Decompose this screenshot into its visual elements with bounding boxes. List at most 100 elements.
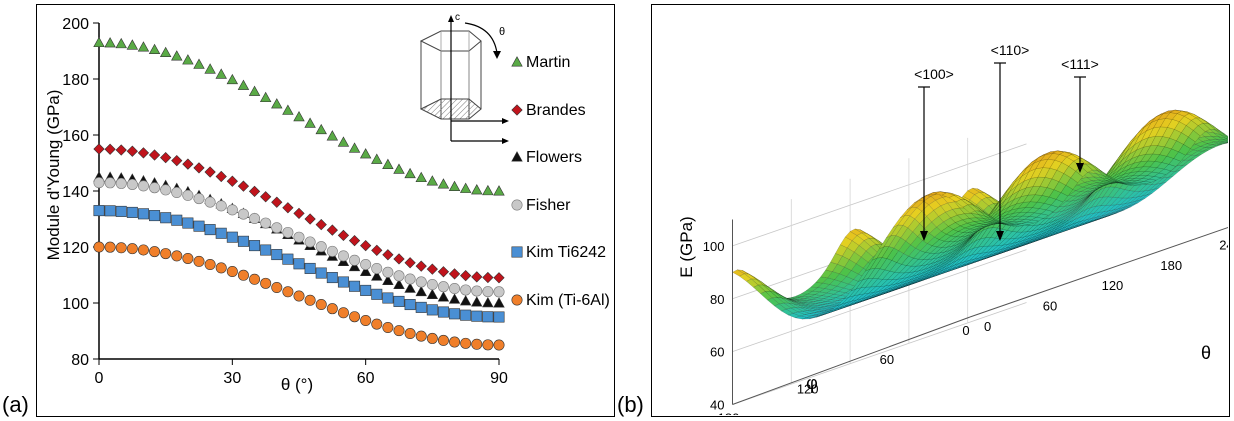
data-point: [415, 260, 427, 272]
grid-line: [732, 302, 1027, 405]
data-point: [404, 299, 416, 311]
data-point: [460, 269, 472, 282]
data-point: [115, 205, 127, 217]
data-point: [426, 263, 438, 275]
surface-patch: [1182, 159, 1195, 166]
y-tick-label: 160: [62, 128, 89, 145]
data-point: [382, 321, 394, 333]
phi-tick-label: 120: [797, 381, 819, 396]
grid-line: [732, 143, 1027, 247]
data-point: [415, 301, 427, 313]
phi-tick-label: 180: [718, 411, 740, 416]
panel-b-frame: 40 60 80 100 180 120 60 00 60 120 180 240 <100> <110…: [651, 4, 1230, 417]
data-point: [271, 249, 283, 261]
x-tick-label: 60: [357, 370, 375, 387]
data-point: [215, 262, 227, 274]
data-point: [448, 180, 461, 191]
direction-annotation: <111>: [1061, 56, 1099, 173]
data-point: [337, 229, 350, 242]
legend-item: Fisher: [511, 197, 571, 214]
data-point: [437, 281, 449, 293]
data-point: [104, 143, 116, 155]
data-point: [315, 299, 327, 311]
y-tick-label: 100: [62, 296, 89, 313]
data-point: [171, 50, 183, 61]
legend-marker: [511, 56, 523, 67]
data-point: [293, 207, 305, 220]
legend-marker: [511, 104, 523, 116]
data-point: [249, 240, 261, 252]
direction-label: <100>: [914, 66, 954, 82]
surface-patch: [1223, 139, 1228, 142]
data-point: [371, 318, 383, 330]
data-point: [226, 265, 238, 277]
direction-annotation: <100>: [914, 66, 954, 241]
data-point: [126, 178, 138, 190]
panel-a-frame: 80 100 120 140 160 180 200 0 30 60 90 Martin Brande…: [36, 4, 615, 417]
data-point: [137, 41, 150, 52]
data-point: [349, 280, 361, 292]
data-point: [137, 180, 149, 192]
data-point: [337, 276, 349, 288]
data-point: [393, 325, 405, 337]
data-point: [126, 243, 138, 255]
data-point: [93, 241, 105, 253]
series-fisher: [93, 177, 505, 298]
data-point: [315, 218, 327, 231]
data-point: [248, 185, 261, 197]
arrow-head: [996, 231, 1004, 241]
data-point: [382, 274, 394, 285]
x-tick-label: 0: [95, 370, 104, 387]
data-point: [93, 177, 105, 189]
data-point: [426, 332, 438, 344]
data-point: [482, 339, 494, 351]
data-point: [359, 265, 372, 276]
data-point: [126, 206, 138, 218]
series-brandes: [93, 143, 505, 284]
data-point: [148, 149, 161, 161]
surface-patch: [1161, 175, 1174, 184]
data-point: [304, 213, 316, 225]
chart-a-legend: Martin Brandes Flowers Fisher Kim Ti6242 Kim …: [511, 54, 610, 309]
data-point: [237, 79, 250, 90]
data-point: [459, 182, 472, 193]
data-point: [193, 162, 205, 174]
chart-a-points: [93, 36, 505, 351]
data-point: [171, 214, 183, 226]
data-point: [326, 272, 338, 284]
data-point: [259, 91, 272, 103]
surface-patch: [1225, 137, 1228, 140]
data-point: [304, 294, 316, 306]
data-point: [282, 253, 294, 265]
data-point: [448, 293, 461, 304]
data-point: [471, 296, 483, 307]
data-point: [360, 314, 372, 326]
series-kim-ti-6al-: [93, 241, 505, 351]
legend-item: Kim Ti6242: [511, 244, 606, 261]
data-point: [160, 152, 172, 164]
theta-tick-label: 120: [1102, 278, 1124, 293]
data-point: [93, 36, 105, 48]
surface-patch: [1133, 198, 1146, 205]
series-martin: [93, 36, 505, 196]
theta-tick-label: 240: [1219, 237, 1228, 252]
surface-patch: [1189, 154, 1202, 161]
data-point: [115, 177, 127, 189]
data-point: [371, 244, 383, 256]
data-point: [315, 267, 327, 279]
data-point: [237, 180, 250, 192]
grid-line: [732, 249, 1027, 353]
data-point: [260, 244, 272, 256]
legend-label: Flowers: [526, 149, 582, 166]
data-point: [382, 249, 394, 261]
data-point: [449, 308, 461, 320]
data-point: [371, 263, 383, 275]
legend-marker: [511, 199, 523, 211]
inset-theta-label: θ: [499, 26, 505, 38]
legend-label: Brandes: [526, 102, 586, 119]
data-point: [226, 231, 238, 243]
data-point: [204, 259, 216, 271]
theta-axis-line: [969, 226, 1228, 318]
data-point: [271, 222, 283, 234]
legend-label: Kim Ti6242: [526, 244, 606, 261]
